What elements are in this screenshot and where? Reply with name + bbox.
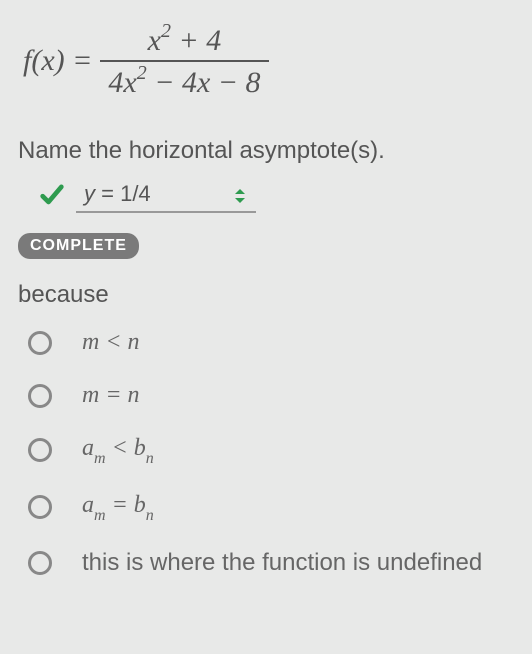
because-label: because xyxy=(18,281,514,309)
checkmark-icon xyxy=(38,181,66,209)
option-label: m = n xyxy=(82,382,140,409)
option-row-4[interactable]: this is where the function is undefined xyxy=(28,549,514,577)
option-label: this is where the function is undefined xyxy=(82,549,482,577)
question-prompt: Name the horizontal asymptote(s). xyxy=(18,137,514,165)
radio-icon[interactable] xyxy=(28,551,52,575)
option-row-3[interactable]: am = bn xyxy=(28,492,514,523)
equation-fraction: x2 + 4 4x2 − 4x − 8 xyxy=(100,20,268,102)
answer-dropdown[interactable]: y = 1/4 xyxy=(76,177,256,213)
equation-lhs: f(x) = xyxy=(23,44,92,78)
answer-row: y = 1/4 xyxy=(38,177,514,213)
chevron-updown-icon xyxy=(232,185,248,203)
option-row-2[interactable]: am < bn xyxy=(28,435,514,466)
equation-numerator: x2 + 4 xyxy=(140,20,230,60)
option-label: m < n xyxy=(82,329,140,356)
option-label: am < bn xyxy=(82,435,154,466)
option-row-0[interactable]: m < n xyxy=(28,329,514,356)
option-row-1[interactable]: m = n xyxy=(28,382,514,409)
answer-text: y = 1/4 xyxy=(84,181,151,207)
radio-icon[interactable] xyxy=(28,331,52,355)
equation-display: f(x) = x2 + 4 4x2 − 4x − 8 xyxy=(23,20,514,102)
complete-badge: COMPLETE xyxy=(18,233,139,259)
option-label: am = bn xyxy=(82,492,154,523)
options-list: m < n m = n am < bn am = bn this is where th… xyxy=(28,329,514,577)
radio-icon[interactable] xyxy=(28,384,52,408)
equation-denominator: 4x2 − 4x − 8 xyxy=(100,62,268,102)
radio-icon[interactable] xyxy=(28,495,52,519)
radio-icon[interactable] xyxy=(28,438,52,462)
